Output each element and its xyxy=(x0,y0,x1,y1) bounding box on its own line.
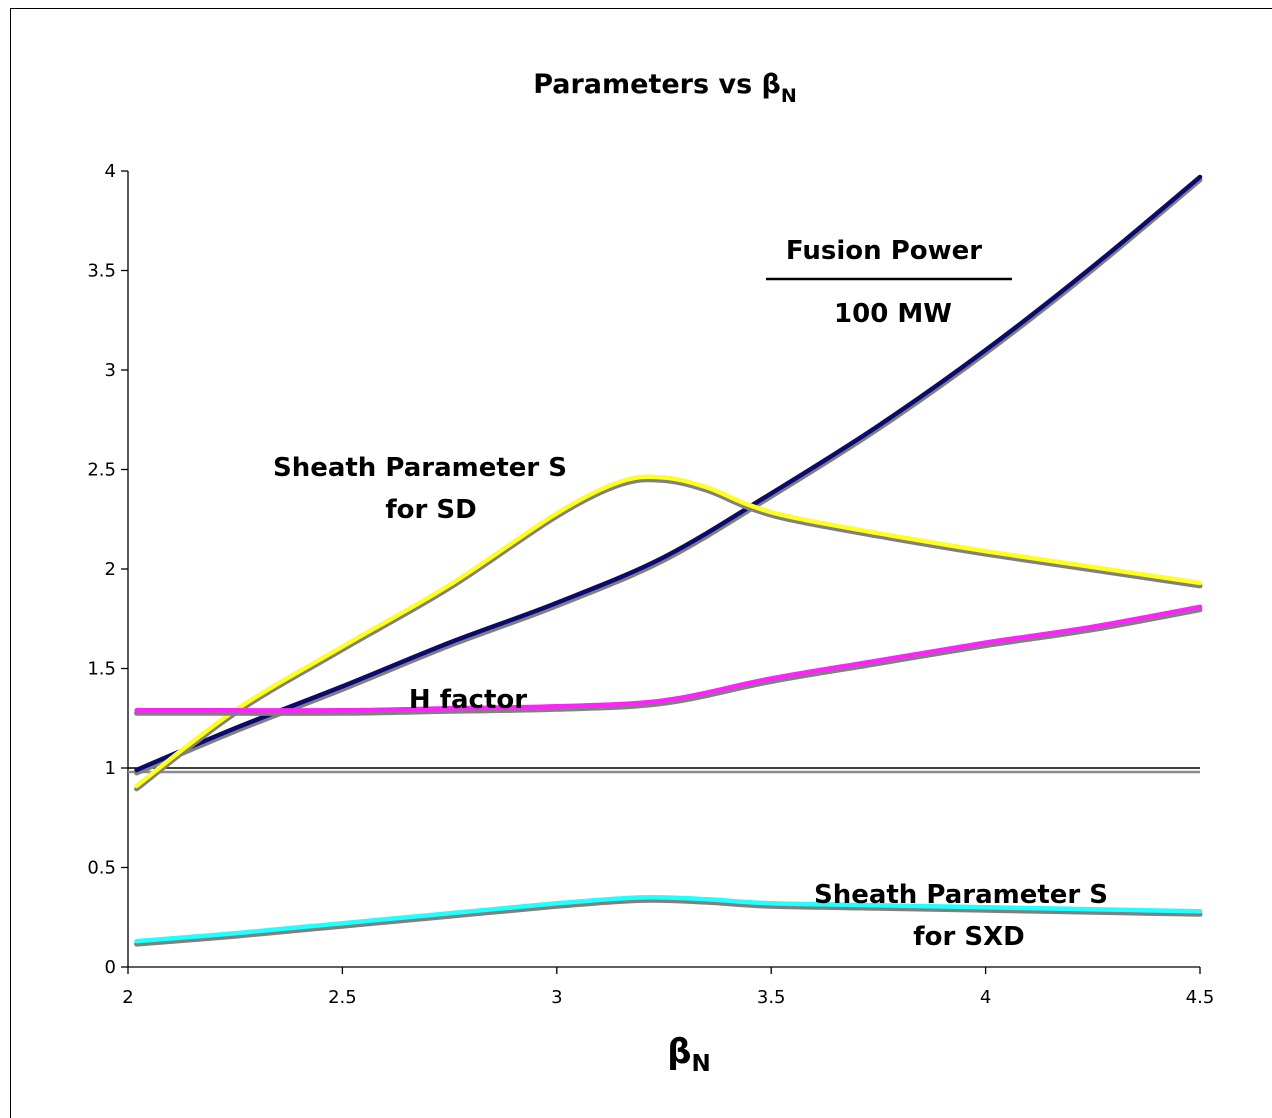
series-sheath-sd-line xyxy=(134,474,1203,789)
y-tick-label: 1 xyxy=(105,758,116,779)
chart-frame xyxy=(10,8,1272,1118)
x-tick-label: 3.5 xyxy=(757,987,786,1008)
y-tick-label: 3.5 xyxy=(87,261,116,282)
series-sheath-sxd-line xyxy=(134,894,1203,944)
series-layer xyxy=(128,174,1203,947)
x-tick-label: 4.5 xyxy=(1186,987,1215,1008)
series-sheath-sxd-shadow xyxy=(134,897,1203,947)
sxd-label-line1: Sheath Parameter S xyxy=(814,880,1108,910)
series-sheath-sd-shadow xyxy=(134,477,1203,792)
y-tick-label: 1.5 xyxy=(87,659,116,680)
x-tick-label: 2.5 xyxy=(328,987,357,1008)
x-tick-label: 2 xyxy=(122,987,133,1008)
fusion-power-label: Fusion Power xyxy=(786,236,982,266)
series-fusion-power-line xyxy=(134,174,1203,773)
y-axis-title-fragment: ea xyxy=(0,637,3,683)
chart-title: Parameters vs βN xyxy=(533,69,797,107)
x-tick-label: 3 xyxy=(551,987,562,1008)
series-h-factor-shadow xyxy=(134,607,1203,716)
fusion-power-unit-label: 100 MW xyxy=(834,299,952,329)
y-tick-label: 0.5 xyxy=(87,858,116,879)
h-factor-label: H factor xyxy=(409,685,527,715)
y-tick-label: 4 xyxy=(105,161,116,182)
tick-labels: 0 0.5 1 1.5 2 2.5 3 3.5 4 2 2.5 3 3.5 4 4.5 xyxy=(87,161,1214,1008)
sxd-label-line2: for SXD xyxy=(913,922,1024,952)
x-axis-title: βN xyxy=(667,1032,711,1077)
x-tick-label: 4 xyxy=(980,987,991,1008)
axes xyxy=(121,170,1201,974)
y-tick-label: 3 xyxy=(105,360,116,381)
y-tick-label: 2 xyxy=(105,559,116,580)
sd-label-line1: Sheath Parameter S xyxy=(273,453,567,483)
series-fusion-power-shadow xyxy=(134,177,1203,776)
y-tick-label: 2.5 xyxy=(87,460,116,481)
y-tick-label: 0 xyxy=(105,957,116,978)
series-h-factor-line xyxy=(134,604,1203,713)
sd-label-line2: for SD xyxy=(385,495,476,525)
